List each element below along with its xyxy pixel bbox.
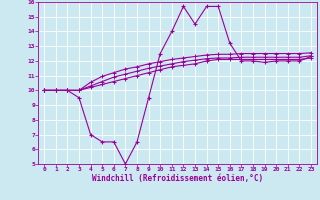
- X-axis label: Windchill (Refroidissement éolien,°C): Windchill (Refroidissement éolien,°C): [92, 174, 263, 183]
